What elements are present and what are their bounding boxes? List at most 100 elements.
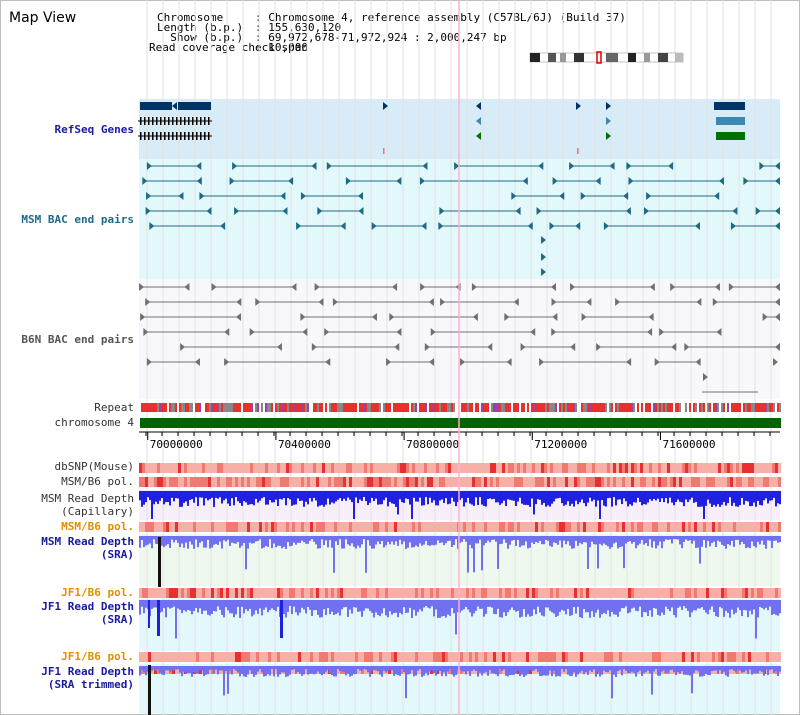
- msm-b6-pol-cell: [760, 522, 763, 532]
- jf1-b6-pol-cell: [244, 588, 247, 598]
- dbsnp-cell: [541, 463, 544, 473]
- jf1-b6-pol-cell: [625, 652, 628, 662]
- jf1-b6-pol-cell: [337, 588, 340, 598]
- repeat-block: [195, 403, 197, 412]
- msm-b6-pol-cell: [355, 477, 358, 487]
- jf1-sra-depth-bar: [515, 600, 517, 612]
- msm-bac-end: [628, 177, 634, 185]
- jf1-sra-depth-bar: [319, 600, 321, 618]
- capillary-depth-bar: [581, 491, 583, 500]
- track-label-b6n-bac[interactable]: B6N BAC end pairs: [21, 333, 134, 346]
- repeat-block: [501, 403, 503, 412]
- msm-b6-pol-cell: [523, 477, 526, 487]
- jf1-b6-pol-cell: [508, 652, 511, 662]
- msm-bac-end: [536, 207, 542, 215]
- capillary-depth-bar: [569, 491, 571, 506]
- msm-sra-depth-bar: [303, 536, 305, 543]
- jf1-trim-depth-bar: [651, 666, 653, 695]
- capillary-depth-bar: [261, 491, 263, 499]
- msm-sra-depth-bar: [639, 536, 641, 544]
- jf1-trim-pol-cell: [736, 666, 739, 674]
- jf1-trim-depth-bar: [397, 666, 399, 676]
- msm-b6-pol-cell: [151, 477, 154, 487]
- jf1-b6-pol-cell: [376, 652, 379, 662]
- jf1-trim-pol-cell: [619, 666, 622, 674]
- capillary-depth-bar: [413, 491, 415, 498]
- msm-b6-pol-cell: [562, 477, 565, 487]
- msm-bac-features: [142, 162, 780, 276]
- jf1-b6-pol-cell: [556, 588, 559, 598]
- jf1-b6-pol-cell: [193, 652, 196, 662]
- jf1-b6-pol-cell: [175, 652, 178, 662]
- jf1-b6-pol-cell: [454, 652, 457, 662]
- repeat-block: [293, 403, 295, 412]
- capillary-depth-bar: [309, 491, 311, 499]
- jf1-trim-depth-bar: [497, 666, 499, 677]
- chromosome-ideogram[interactable]: [529, 51, 684, 64]
- dbsnp-cell: [373, 463, 376, 473]
- msm-sra-depth-bar: [699, 536, 701, 564]
- capillary-depth-bar: [763, 491, 765, 501]
- capillary-depth-bar: [489, 491, 491, 499]
- msm-sra-depth-bar: [739, 536, 741, 545]
- repeat-block: [465, 403, 467, 412]
- dbsnp-cell: [508, 463, 511, 473]
- jf1-sra-depth-bar: [583, 600, 585, 609]
- msm-b6-pol-cell: [277, 522, 280, 532]
- msm-sra-depth-bar: [405, 536, 407, 549]
- repeat-block: [763, 403, 765, 412]
- msm-b6-pol-cell: [427, 477, 430, 487]
- capillary-depth-bar: [673, 491, 675, 506]
- msm-sra-depth-bar: [205, 536, 207, 548]
- msm-b6-pol-cell: [676, 477, 679, 487]
- msm-b6-pol-cell: [328, 522, 331, 532]
- msm-b6-pol-cell: [778, 477, 781, 487]
- capillary-depth-bar: [593, 491, 595, 500]
- capillary-depth-bar: [647, 491, 649, 503]
- msm-b6-pol-cell: [412, 477, 415, 487]
- jf1-b6-pol-cell: [487, 588, 490, 598]
- msm-sra-depth-bar: [277, 536, 279, 546]
- jf1-b6-pol-cell: [289, 588, 292, 598]
- dbsnp-cell: [469, 463, 472, 473]
- chromosome-bar: [140, 418, 781, 428]
- msm-b6-pol-cell: [220, 522, 223, 532]
- capillary-depth-bar: [403, 491, 405, 503]
- repeat-block: [443, 403, 445, 412]
- repeat-block: [177, 403, 179, 412]
- msm-bac-end: [775, 222, 780, 230]
- msm-sra-depth-bar: [763, 536, 765, 545]
- b6n-bac-end: [712, 298, 718, 306]
- msm-b6-pol-cell: [229, 522, 232, 532]
- jf1-b6-pol-cell: [445, 588, 448, 598]
- track-label-refseq[interactable]: RefSeq Genes: [54, 123, 134, 136]
- repeat-block: [175, 403, 177, 412]
- repeat-block: [559, 403, 561, 412]
- msm-b6-pol-cell: [520, 477, 523, 487]
- jf1-trim-depth-bar: [383, 666, 385, 671]
- jf1-sra-depth-bar: [139, 600, 141, 615]
- dbsnp-cell: [517, 463, 520, 473]
- msm-sra-depth-bar: [721, 536, 723, 545]
- capillary-depth-bar: [507, 491, 509, 500]
- track-label-msm-bac[interactable]: MSM BAC end pairs: [21, 213, 134, 226]
- capillary-depth-bar: [687, 491, 689, 503]
- jf1-trim-depth-bar: [523, 666, 525, 677]
- msm-sra-depth-bar: [355, 536, 357, 549]
- msm-sra-depth-bar: [275, 536, 277, 548]
- jf1-sra-depth-bar: [761, 600, 763, 608]
- repeat-block: [519, 403, 521, 412]
- jf1-b6-pol-cell: [526, 588, 529, 598]
- repeat-block: [357, 403, 359, 412]
- jf1-trim-depth-bar: [249, 666, 251, 671]
- capillary-depth-bar: [329, 491, 331, 505]
- msm-b6-pol-cell: [760, 477, 763, 487]
- jf1-trim-pol-cell: [769, 666, 772, 674]
- repeat-block: [425, 403, 427, 412]
- jf1-b6-pol-cell: [595, 588, 598, 598]
- jf1-b6-pol-cell: [403, 652, 406, 662]
- jf1-b6-pol-cell: [166, 652, 169, 662]
- jf1-b6-pol-cell: [208, 652, 211, 662]
- jf1-sra-depth-bar: [633, 600, 635, 608]
